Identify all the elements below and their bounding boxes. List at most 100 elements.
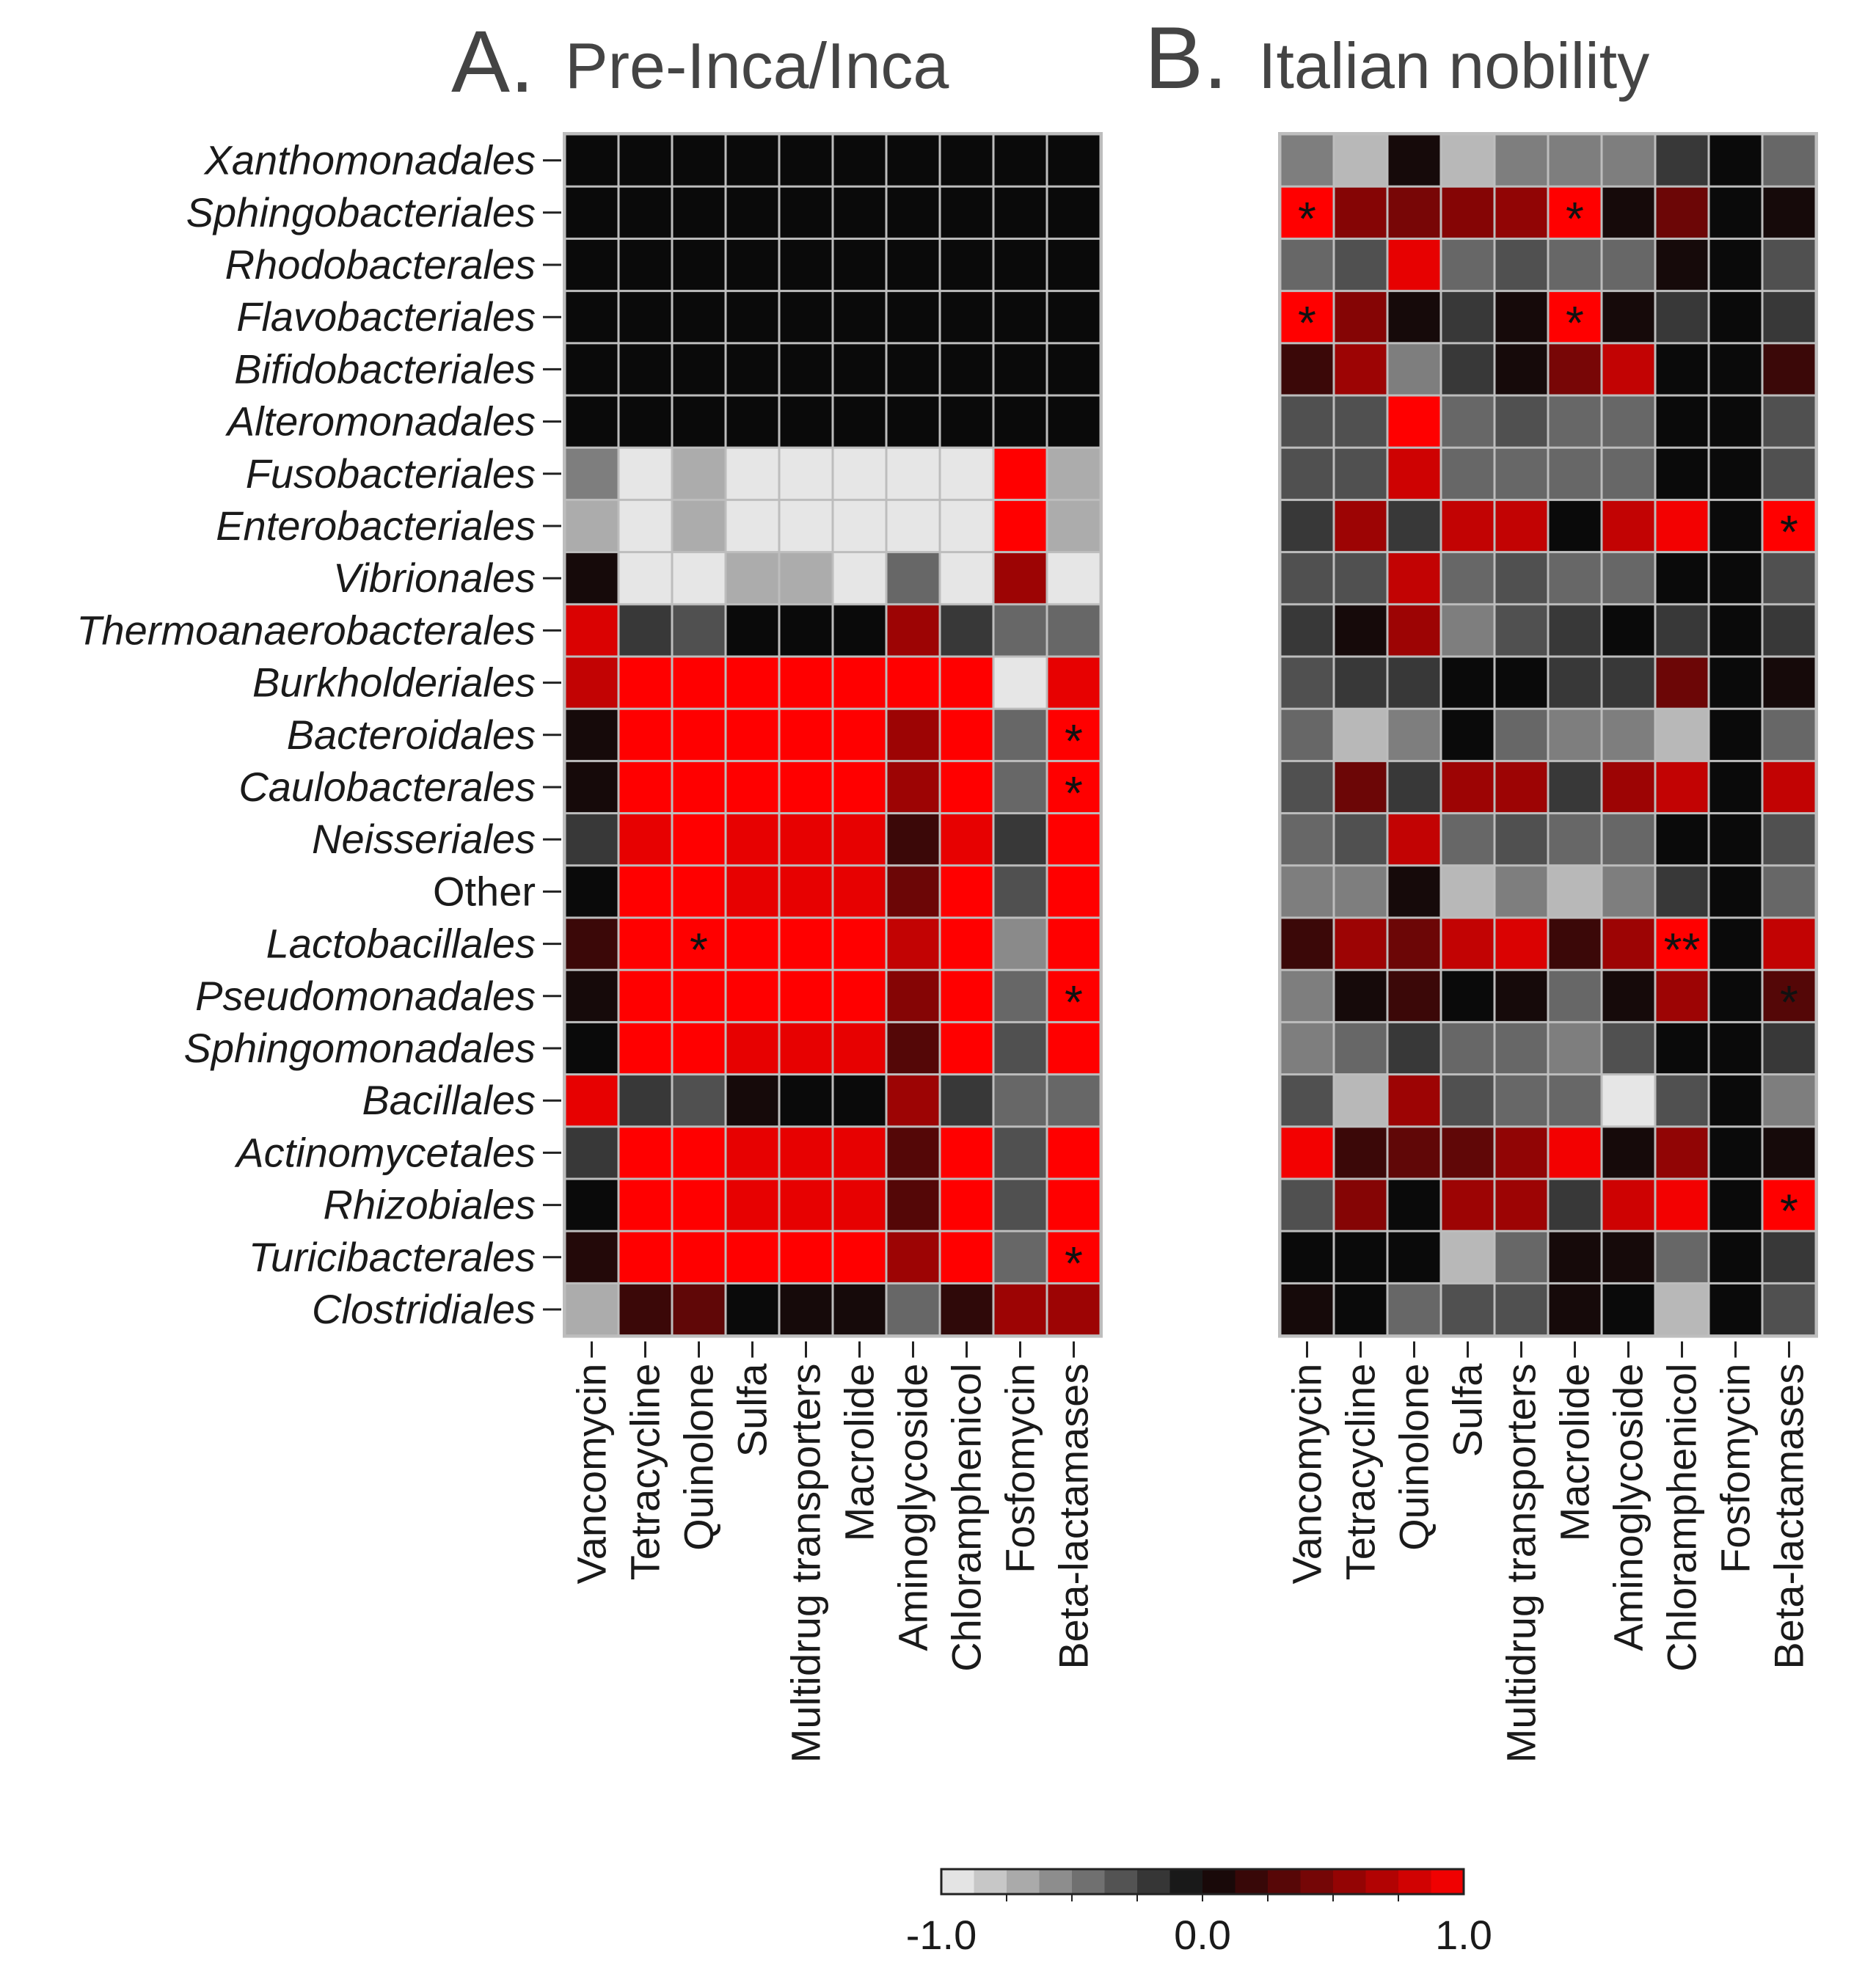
heatmap-cell — [1048, 187, 1100, 238]
heatmap-cell — [1048, 1284, 1100, 1335]
heatmap-cell — [566, 553, 618, 604]
heatmap-cell — [1495, 605, 1547, 656]
heatmap-cell — [1388, 814, 1440, 865]
heatmap-cell — [619, 344, 671, 395]
heatmap-cell — [1335, 605, 1387, 656]
heatmap-cell — [780, 918, 832, 969]
heatmap-cell — [566, 1128, 618, 1178]
heatmap-cell — [994, 187, 1046, 238]
heatmap-cell — [1549, 396, 1601, 447]
heatmap-cell — [1281, 971, 1333, 1021]
heatmap-cell — [1656, 1128, 1708, 1178]
heatmap-cell — [1709, 866, 1762, 917]
color-scale-swatch — [1398, 1869, 1431, 1894]
heatmap-cell — [833, 1180, 886, 1230]
heatmap-cell — [1335, 918, 1387, 969]
heatmap-cell — [1656, 239, 1708, 290]
heatmap-cell — [1549, 1128, 1601, 1178]
heatmap-cell — [1388, 761, 1440, 813]
column-label-macrolide: Macrolide — [1552, 1364, 1598, 1542]
heatmap-cell — [833, 709, 886, 760]
heatmap-cell — [780, 448, 832, 499]
heatmap-cell — [1602, 814, 1654, 865]
color-scale-swatch — [974, 1869, 1007, 1894]
heatmap-cell — [673, 918, 725, 969]
color-scale-swatch — [941, 1869, 974, 1894]
heatmap-cell — [1709, 1232, 1762, 1282]
significance-star: * — [1566, 192, 1584, 245]
heatmap-cell — [1709, 1023, 1762, 1074]
heatmap-cell — [833, 553, 886, 604]
heatmap-cell — [833, 814, 886, 865]
heatmap-cell — [673, 135, 725, 186]
heatmap-cell — [1281, 918, 1333, 969]
heatmap-cell — [1048, 239, 1100, 290]
heatmap-cell — [1495, 344, 1547, 395]
heatmap-cell — [1495, 866, 1547, 917]
heatmap-cell — [887, 239, 939, 290]
heatmap-cell — [994, 1075, 1046, 1126]
heatmap-cell — [994, 344, 1046, 395]
heatmap-cell — [1048, 918, 1100, 969]
heatmap-cell — [1709, 814, 1762, 865]
heatmap-cell — [673, 1232, 725, 1282]
heatmap-cell — [941, 605, 993, 656]
heatmap-cell — [833, 1232, 886, 1282]
heatmap-cell — [1656, 918, 1708, 969]
row-label-bifidobacteriales: Bifidobacteriales — [234, 346, 536, 392]
row-label-enterobacteriales: Enterobacteriales — [216, 503, 536, 549]
heatmap-cell — [1656, 292, 1708, 343]
heatmap-cell — [780, 866, 832, 917]
heatmap-cell — [1281, 448, 1333, 499]
heatmap-cell — [1335, 866, 1387, 917]
heatmap-cell — [726, 1284, 778, 1335]
heatmap-cell — [833, 187, 886, 238]
heatmap-cell — [833, 605, 886, 656]
heatmap-cell — [1048, 292, 1100, 343]
heatmap-cell — [726, 1128, 778, 1178]
heatmap-cell — [1549, 866, 1601, 917]
heatmap-cell — [726, 657, 778, 708]
heatmap-cell — [994, 1180, 1046, 1230]
heatmap-cell — [1549, 187, 1601, 238]
heatmap-cell — [1656, 448, 1708, 499]
heatmap-cell — [619, 1284, 671, 1335]
column-label-sulfa: Sulfa — [1445, 1363, 1491, 1457]
column-label-aminoglycoside: Aminoglycoside — [1605, 1364, 1652, 1651]
significance-star: * — [1298, 296, 1316, 349]
color-scale-swatch — [1072, 1869, 1105, 1894]
heatmap-cell — [887, 918, 939, 969]
heatmap-cell — [1442, 1075, 1494, 1126]
heatmap-cell — [566, 866, 618, 917]
heatmap-cell — [726, 1180, 778, 1230]
heatmap-cell — [1281, 657, 1333, 708]
heatmap-cell — [941, 396, 993, 447]
heatmap-cell — [1442, 814, 1494, 865]
heatmap-cell — [780, 1232, 832, 1282]
heatmap-cell — [994, 448, 1046, 499]
color-scale-swatch — [1333, 1869, 1366, 1894]
heatmap-cell — [1281, 500, 1333, 552]
heatmap-cell — [1281, 1232, 1333, 1282]
heatmap-cell — [941, 239, 993, 290]
heatmap-cell — [1602, 187, 1654, 238]
heatmap-cell — [1602, 239, 1654, 290]
heatmap-cell — [780, 1128, 832, 1178]
heatmap-cell — [1281, 553, 1333, 604]
heatmap-cell — [780, 971, 832, 1021]
heatmap-cell — [1335, 1180, 1387, 1230]
heatmap-cell — [941, 866, 993, 917]
significance-star: ** — [1664, 924, 1701, 976]
row-labels: Xanthomonadales Sphingobacteriales Rhodoba… — [76, 137, 561, 1332]
heatmap-cell — [1048, 1180, 1100, 1230]
color-scale-swatch — [1365, 1869, 1399, 1894]
heatmap-cell — [566, 448, 618, 499]
heatmap-cell — [619, 292, 671, 343]
heatmap-cell — [1388, 709, 1440, 760]
heatmap-cell — [1709, 448, 1762, 499]
column-label-vancomycin: Vancomycin — [569, 1364, 615, 1585]
heatmap-cell — [994, 971, 1046, 1021]
heatmap-cell — [1709, 709, 1762, 760]
heatmap-cell — [1335, 1284, 1387, 1335]
panel-a-title: A. Pre-Inca/Inca — [451, 12, 949, 111]
